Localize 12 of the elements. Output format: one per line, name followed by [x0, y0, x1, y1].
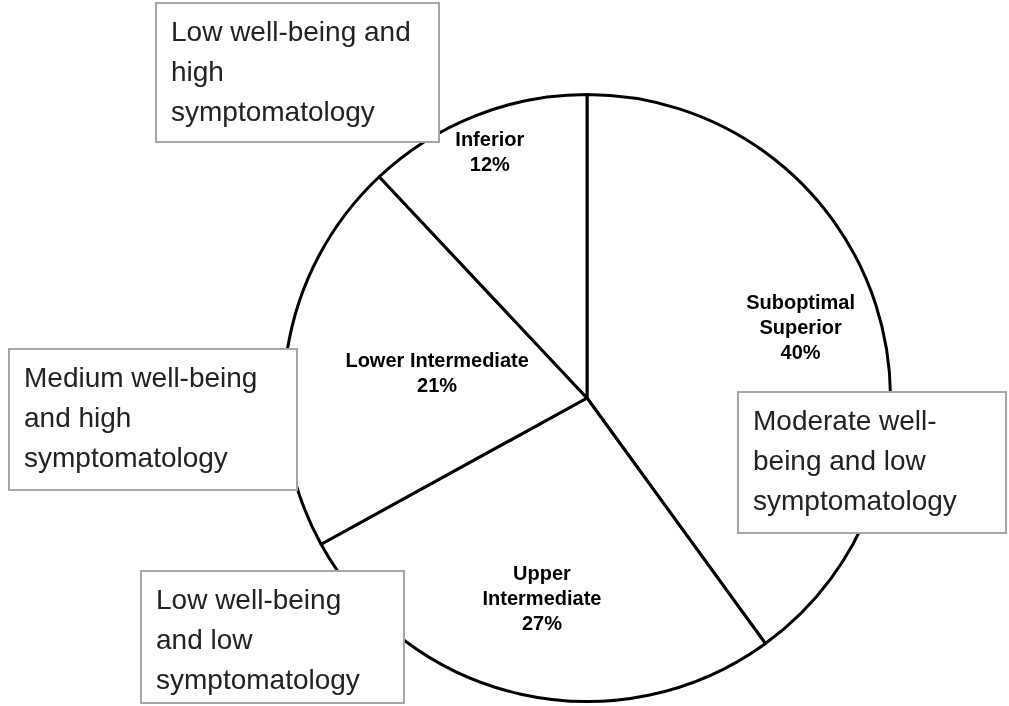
text: Low well-being and high symptomatology — [155, 2, 440, 143]
data-label: 12% — [469, 152, 511, 175]
text: Medium well-being and high symptomatology — [8, 348, 298, 491]
slice-label: Suboptimal Superior — [746, 291, 856, 339]
data-label: 21% — [417, 374, 458, 397]
data-label: 40% — [780, 341, 821, 364]
slice-label: Lower Intermediate — [345, 349, 529, 372]
text: Low well-being and low symptomatology — [140, 570, 405, 704]
slice-label: Upper Intermediate — [482, 561, 602, 609]
data-label: 27% — [521, 611, 563, 634]
text: Moderate well-being and low symptomatology — [737, 391, 1007, 534]
slice-label: Inferior — [455, 127, 525, 150]
